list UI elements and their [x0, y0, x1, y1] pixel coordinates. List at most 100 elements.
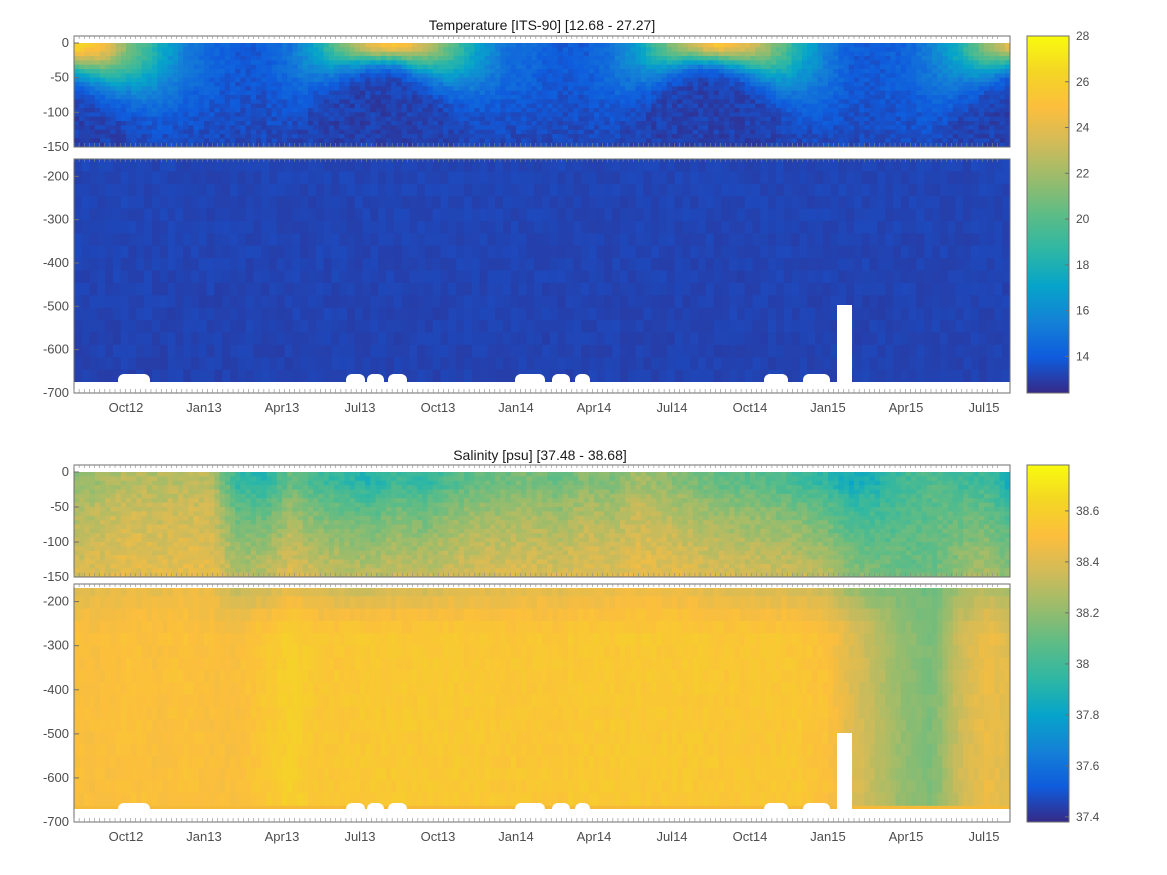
temperature-cell: [994, 86, 1001, 92]
temperature-cell: [105, 43, 112, 49]
temperature-cell: [443, 121, 450, 127]
temperature-cell: [724, 103, 730, 109]
temperature-cell: [989, 95, 996, 101]
temperature-cell: [557, 90, 564, 96]
temperature-cell: [375, 112, 382, 118]
temperature-cell: [375, 64, 382, 70]
temperature-cell: [469, 95, 476, 101]
temperature-cell: [874, 125, 881, 131]
temperature-cell: [453, 69, 460, 75]
temperature-cell: [453, 99, 460, 105]
temperature-cell: [568, 77, 574, 83]
temperature-cell: [734, 129, 741, 135]
temperature-cell: [526, 77, 533, 83]
temperature-cell: [703, 116, 710, 122]
temperature-cell: [817, 82, 824, 88]
temperature-cell: [859, 60, 866, 66]
temperature-cell: [365, 121, 372, 127]
temperature-cell: [796, 99, 803, 105]
temperature-cell: [323, 344, 333, 359]
temperature-cell: [464, 73, 470, 79]
temperature-cell: [276, 125, 283, 131]
temperature-cell: [838, 125, 845, 131]
temperature-cell: [776, 99, 782, 105]
temperature-cell: [126, 64, 132, 70]
temperature-cell: [188, 51, 195, 57]
temperature-cell: [620, 103, 626, 109]
temperature-cell: [500, 69, 507, 75]
temperature-cell: [479, 116, 486, 122]
temperature-cell: [500, 90, 507, 96]
temperature-cell: [81, 332, 91, 346]
temperature-cell: [282, 56, 288, 62]
temperature-cell: [401, 108, 408, 114]
temperature-cell: [521, 86, 528, 92]
temperature-cell: [781, 99, 788, 105]
temperature-cell: [859, 82, 866, 88]
temperature-cell: [822, 90, 829, 96]
temperature-cell: [817, 134, 824, 140]
temperature-cell: [167, 86, 174, 92]
temperature-cell: [183, 134, 190, 140]
temperature-cell: [718, 82, 725, 88]
temperature-cell: [578, 129, 585, 135]
temperature-cell: [937, 134, 944, 140]
temperature-cell: [100, 90, 106, 96]
temperature-cell: [89, 112, 96, 118]
temperature-cell: [510, 116, 517, 122]
temperature-cell: [84, 116, 91, 122]
temperature-cell: [968, 138, 975, 144]
temperature-cell: [159, 183, 169, 197]
temperature-cell: [604, 138, 611, 144]
temperature-cell: [362, 220, 372, 235]
temperature-cell: [458, 56, 465, 62]
temperature-cell: [266, 134, 273, 140]
temperature-cell: [635, 90, 642, 96]
temperature-cell: [484, 125, 491, 131]
temperature-cell: [339, 159, 348, 173]
temperature-cell: [105, 73, 112, 79]
temperature-cell: [973, 121, 980, 127]
temperature-cell: [952, 60, 959, 66]
temperature-cell: [651, 129, 658, 135]
temperature-cell: [578, 82, 585, 88]
temperature-cell: [323, 43, 330, 49]
temperature-cell: [885, 47, 892, 53]
temperature-cell: [594, 60, 600, 66]
temperature-cell: [334, 60, 340, 66]
temperature-cell: [869, 116, 876, 122]
temperature-cell: [266, 69, 273, 75]
temperature-cell: [542, 77, 548, 83]
temperature-cell: [911, 108, 918, 114]
temperature-cell: [994, 77, 1001, 83]
temperature-cell: [739, 134, 746, 140]
temperature-cell: [635, 112, 642, 118]
temperature-cell: [308, 73, 314, 79]
temperature-cell: [958, 90, 964, 96]
temperature-cell: [490, 82, 496, 88]
temperature-cell: [895, 129, 902, 135]
temperature-cell: [594, 56, 600, 62]
temperature-cell: [760, 77, 767, 83]
temperature-cell: [349, 125, 356, 131]
temperature-cell: [302, 125, 309, 131]
temperature-cell: [157, 73, 164, 79]
temperature-cell: [297, 73, 304, 79]
temperature-cell: [417, 77, 424, 83]
temperature-cell: [172, 116, 179, 122]
temperature-cell: [791, 103, 798, 109]
temperature-cell: [552, 99, 559, 105]
temperature-cell: [890, 108, 897, 114]
temperature-cell: [859, 73, 866, 79]
temperature-cell: [635, 77, 642, 83]
temperature-cell: [339, 60, 346, 66]
temperature-cell: [895, 73, 902, 79]
temperature-cell: [516, 69, 522, 75]
temperature-cell: [677, 60, 684, 66]
temperature-cell: [94, 103, 101, 109]
temperature-cell: [318, 125, 325, 131]
temperature-cell: [703, 43, 710, 49]
temperature-cell: [640, 108, 647, 114]
temperature-cell: [302, 60, 309, 66]
temperature-cell: [422, 86, 429, 92]
